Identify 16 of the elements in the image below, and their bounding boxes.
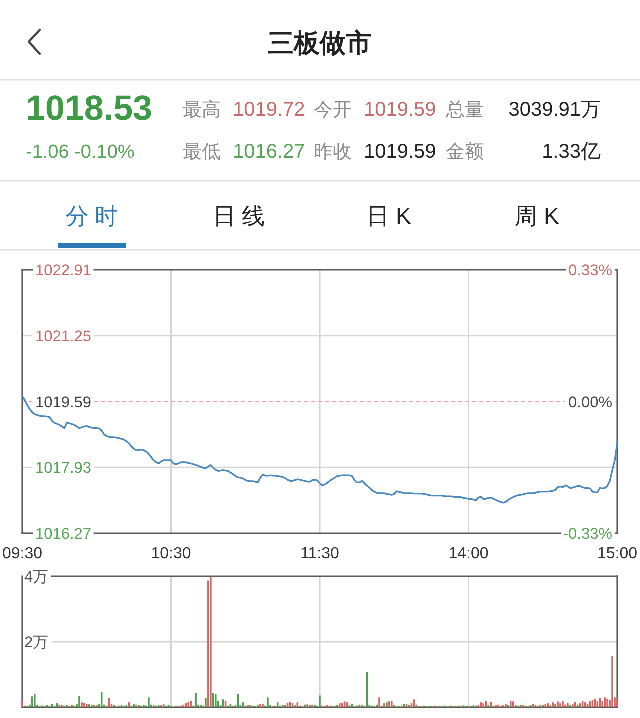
title: 三板做市 — [268, 28, 372, 58]
x-tick-label: 09:30 — [2, 546, 43, 562]
y-tick-label: 4万 — [24, 569, 50, 586]
y-tick-label: 2万 — [24, 634, 50, 652]
x-tick-label: 11:30 — [300, 546, 340, 562]
y2-tick-label: 0.00% — [568, 394, 613, 412]
y-tick-label: 1021.25 — [36, 328, 92, 346]
y-tick-label: 1016.27 — [36, 526, 92, 544]
y-tick-label: 1017.93 — [36, 460, 92, 478]
x-tick-label: 10:30 — [151, 546, 192, 562]
x-tick-label: 14:00 — [448, 546, 489, 562]
y2-tick-label: -0.33% — [563, 526, 613, 544]
x-tick-label: 15:00 — [597, 546, 638, 562]
y-tick-label: 1019.59 — [36, 394, 92, 412]
y2-tick-label: 0.33% — [568, 262, 613, 280]
y-tick-label: 1022.91 — [36, 262, 92, 280]
